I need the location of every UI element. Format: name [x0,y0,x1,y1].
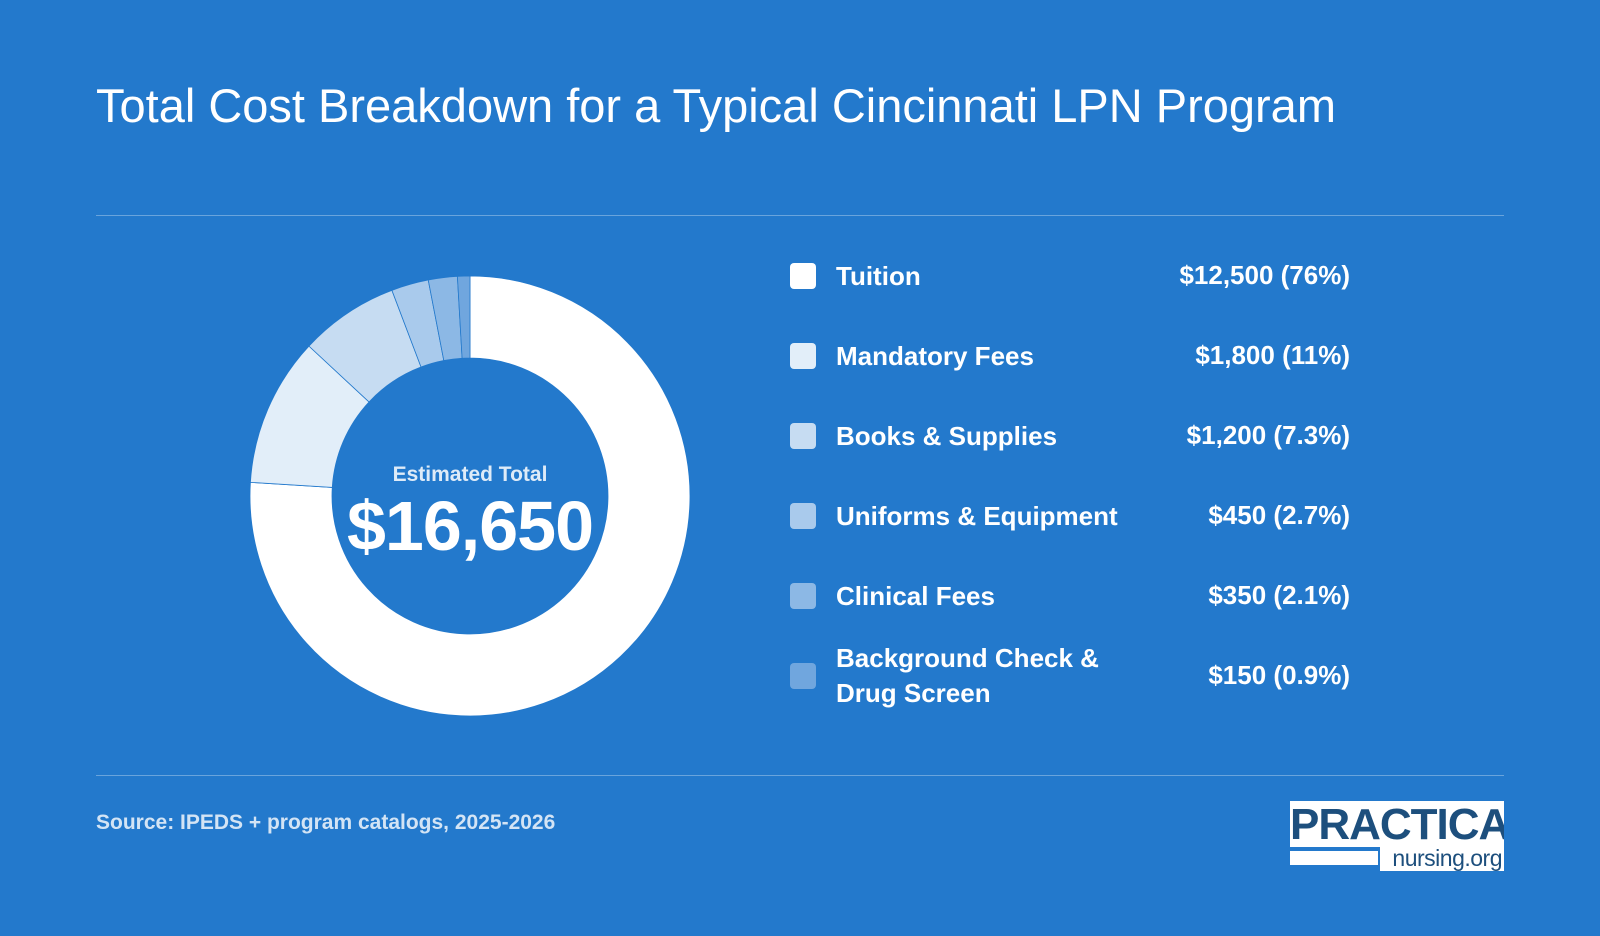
legend-label: Books & Supplies [836,421,1058,451]
chart-title: Total Cost Breakdown for a Typical Cinci… [96,79,1336,132]
legend-item: Background Check & Drug Screen $150 (0.9%… [790,643,1350,708]
legend-swatch [790,423,816,449]
legend-item: Clinical Fees $350 (2.1%) [790,566,1350,626]
donut-slice-background-check-drug-screen [456,275,471,359]
legend-item: Books & Supplies $1,200 (7.3%) [790,406,1350,466]
legend-swatch [790,583,816,609]
source-note: Source: IPEDS + program catalogs, 2025-2… [96,811,556,834]
donut-svg [249,275,691,717]
bottom-divider [96,775,1504,776]
legend-label: Background Check & Drug Screen [836,643,1099,708]
logo-wordmark-bottom: nursing.org [1380,846,1504,871]
center-total-value: $16,650 [346,487,594,565]
legend-label: Mandatory Fees [836,341,1034,371]
legend-label: Clinical Fees [836,581,995,611]
legend-value: $350 (2.1%) [1208,580,1350,610]
legend-item: Tuition $12,500 (76%) [790,246,1350,306]
legend-label: Tuition [836,261,921,291]
practicalnursing-logo: PRACTICAL nursing.org [1290,801,1504,871]
legend-value: $450 (2.7%) [1208,500,1350,530]
legend-item: Uniforms & Equipment $450 (2.7%) [790,486,1350,546]
legend-label: Uniforms & Equipment [836,501,1118,531]
legend-swatch [790,503,816,529]
donut-chart: Estimated Total $16,650 [240,266,700,726]
legend-value: $12,500 (76%) [1179,260,1350,290]
legend-swatch [790,663,816,689]
top-divider [96,215,1504,216]
logo-bar [1290,851,1378,865]
legend-swatch [790,343,816,369]
logo-wordmark-top: PRACTICAL [1290,801,1504,847]
legend-value: $1,800 (11%) [1195,340,1350,370]
legend-item: Mandatory Fees $1,800 (11%) [790,326,1350,386]
legend-value: $1,200 (7.3%) [1186,420,1350,450]
center-label: Estimated Total [392,463,548,486]
donut-slice-tuition [249,275,691,717]
legend-value: $150 (0.9%) [1208,660,1350,690]
legend-swatch [790,263,816,289]
